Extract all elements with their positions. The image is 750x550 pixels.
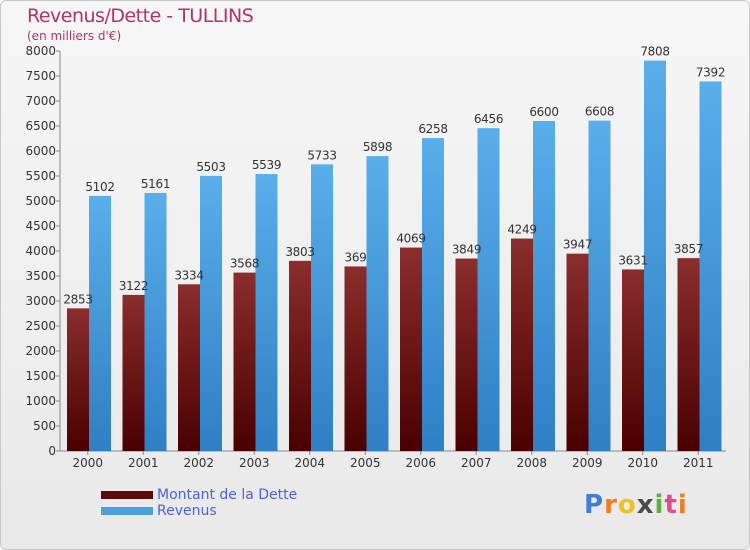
x-tick-label: 2011 xyxy=(683,456,714,470)
data-label-dette: 4069 xyxy=(396,232,425,246)
x-tick-label: 2006 xyxy=(405,456,436,470)
data-label-dette: 3803 xyxy=(285,245,314,259)
data-label-revenus: 5102 xyxy=(85,180,114,194)
x-tick-label: 2005 xyxy=(350,456,381,470)
y-tick-label: 0 xyxy=(48,444,56,458)
y-tick-label: 7000 xyxy=(25,94,56,108)
x-tick-label: 2000 xyxy=(72,456,103,470)
legend-item-dette: Montant de la Dette xyxy=(101,487,297,503)
bar-revenus xyxy=(588,120,611,451)
bar-revenus xyxy=(89,195,111,451)
y-tick-label: 3000 xyxy=(25,294,56,308)
y-tick-label: 4500 xyxy=(25,219,56,233)
logo-letter: r xyxy=(604,490,618,520)
bar-dette xyxy=(511,238,533,451)
x-tick-label: 2008 xyxy=(516,456,547,470)
bar-dette xyxy=(400,247,422,451)
data-label-revenus: 5733 xyxy=(307,148,336,162)
bar-revenus xyxy=(144,192,167,451)
x-tick-label: 2003 xyxy=(239,456,270,470)
bar-dette xyxy=(233,272,256,451)
y-tick-label: 6000 xyxy=(25,144,56,158)
data-label-dette: 3849 xyxy=(452,243,481,257)
y-tick-label: 8000 xyxy=(25,44,56,58)
bar-revenus xyxy=(699,81,722,452)
y-tick-label: 1000 xyxy=(25,394,56,408)
data-label-revenus: 6600 xyxy=(529,105,558,119)
bar-revenus xyxy=(366,156,389,451)
bar-revenus xyxy=(255,174,278,452)
y-tick-label: 5500 xyxy=(25,169,56,183)
legend-item-revenus: Revenus xyxy=(101,503,297,519)
data-label-dette: 369 xyxy=(344,250,366,264)
chart-legend: Montant de la Dette Revenus xyxy=(101,487,297,519)
proxiti-logo: Proxiti xyxy=(584,490,688,520)
bar-revenus xyxy=(477,128,500,451)
legend-swatch-revenus xyxy=(101,507,153,515)
data-label-dette: 4249 xyxy=(507,223,536,237)
y-tick-label: 6500 xyxy=(25,119,56,133)
data-label-revenus: 5539 xyxy=(252,158,281,172)
x-tick-label: 2002 xyxy=(183,456,214,470)
y-tick-label: 7500 xyxy=(25,69,56,83)
bar-revenus xyxy=(644,60,666,451)
y-tick-label: 5000 xyxy=(25,194,56,208)
bar-revenus xyxy=(422,138,444,451)
data-label-dette: 3122 xyxy=(119,279,148,293)
legend-label-dette: Montant de la Dette xyxy=(157,487,298,503)
data-label-dette: 3857 xyxy=(674,242,703,256)
data-label-revenus: 6456 xyxy=(474,112,503,126)
data-label-revenus: 5503 xyxy=(196,160,225,174)
data-label-dette: 3947 xyxy=(563,238,592,252)
bar-revenus xyxy=(311,164,333,451)
logo-letter: o xyxy=(617,490,637,520)
data-label-revenus: 6608 xyxy=(585,105,614,119)
y-tick-label: 2000 xyxy=(25,344,56,358)
bar-dette xyxy=(344,266,367,451)
data-label-dette: 2853 xyxy=(63,292,92,306)
bar-dette xyxy=(178,284,200,451)
legend-label-revenus: Revenus xyxy=(157,503,217,519)
bar-dette xyxy=(622,269,644,451)
y-tick-label: 1500 xyxy=(25,369,56,383)
data-label-revenus: 7808 xyxy=(640,45,669,59)
y-tick-label: 2500 xyxy=(25,319,56,333)
x-tick-label: 2004 xyxy=(294,456,325,470)
logo-letter: x xyxy=(636,490,655,520)
data-label-revenus: 5161 xyxy=(141,177,170,191)
x-tick-label: 2007 xyxy=(461,456,492,470)
logo-letter: i xyxy=(654,490,665,520)
logo-letter: t xyxy=(664,490,678,520)
logo-letter: P xyxy=(584,490,605,520)
data-label-dette: 3334 xyxy=(174,268,203,282)
bar-dette xyxy=(289,260,311,451)
logo-letter: i xyxy=(677,490,688,520)
data-label-revenus: 6258 xyxy=(418,122,447,136)
bar-dette xyxy=(67,308,89,451)
data-label-dette: 3568 xyxy=(230,257,259,271)
chart-title: Revenus/Dette - TULLINS xyxy=(27,5,254,27)
x-tick-label: 2010 xyxy=(627,456,658,470)
data-label-revenus: 7392 xyxy=(696,65,725,79)
y-tick-label: 3500 xyxy=(25,269,56,283)
bar-revenus xyxy=(200,175,222,451)
x-tick-label: 2009 xyxy=(572,456,603,470)
bar-revenus xyxy=(533,121,555,451)
bar-dette xyxy=(122,294,145,451)
bar-dette xyxy=(677,258,700,451)
chart-subtitle: (en milliers d'€) xyxy=(27,29,122,43)
y-tick-label: 500 xyxy=(33,419,56,433)
data-label-revenus: 5898 xyxy=(363,140,392,154)
bar-dette xyxy=(566,253,589,451)
legend-swatch-dette xyxy=(101,491,153,499)
bar-dette xyxy=(455,258,478,451)
y-tick-label: 4000 xyxy=(25,244,56,258)
x-tick-label: 2001 xyxy=(128,456,159,470)
data-label-dette: 3631 xyxy=(618,253,647,267)
